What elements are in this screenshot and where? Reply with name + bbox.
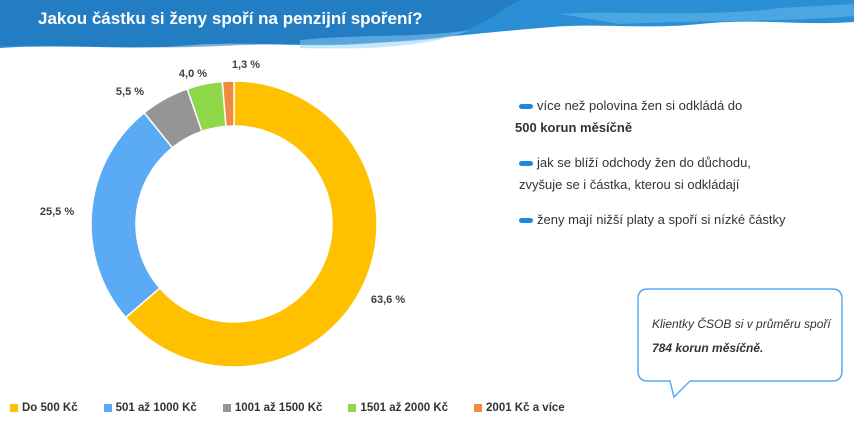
callout-text: Klientky ČSOB si v průměru spoří 784 kor…	[652, 312, 837, 360]
bullet-dash-icon	[519, 104, 533, 109]
legend-item-1: Do 500 Kč	[10, 402, 78, 414]
bullet-item-3: ženy mají nižší platy a spoří si nízké č…	[515, 209, 845, 231]
legend-label: 1501 až 2000 Kč	[360, 402, 449, 414]
bullet-dash-icon	[519, 161, 533, 166]
legend-label: Do 500 Kč	[22, 402, 78, 414]
legend-item-4: 1501 až 2000 Kč	[348, 402, 448, 414]
data-label-2: 25,5 %	[40, 206, 74, 218]
data-label-1: 63,6 %	[371, 294, 405, 306]
legend-swatch	[10, 404, 18, 412]
data-label-5: 1,3 %	[232, 59, 260, 71]
bullet-dash-icon	[519, 218, 533, 223]
legend-item-2: 501 až 1000 Kč	[103, 402, 197, 414]
legend-label: 1001 až 1500 Kč	[234, 402, 323, 414]
pie-slice-1	[124, 80, 378, 368]
legend-item-3: 1001 až 1500 Kč	[222, 402, 323, 414]
legend-item-5: 2001 Kč a více	[474, 402, 565, 414]
legend-swatch	[222, 404, 231, 412]
page-title: Jakou částku si ženy spoří na penzijní s…	[38, 9, 423, 28]
bullet-2-text: jak se blíží odchody žen do důchodu,	[537, 155, 751, 170]
callout-text-bold: 784 korun měsíčně.	[652, 341, 764, 355]
legend-swatch	[348, 404, 357, 412]
callout-text-plain: Klientky ČSOB si v průměru spoří	[652, 317, 831, 331]
bullet-item-1: více než polovina žen si odkládá do 500 …	[515, 95, 845, 139]
bullet-list: více než polovina žen si odkládá do 500 …	[515, 95, 845, 244]
title-banner	[0, 0, 854, 49]
callout-bubble	[637, 288, 843, 399]
chart-legend: Do 500 Kč 501 až 1000 Kč 1001 až 1500 Kč 15…	[10, 402, 591, 414]
bullet-1-text: více než polovina žen si odkládá do	[537, 98, 743, 113]
bullet-3-text: ženy mají nižší platy a spoří si nízké č…	[537, 212, 786, 227]
legend-swatch	[474, 404, 483, 412]
legend-label: 2001 Kč a více	[486, 402, 565, 414]
legend-swatch	[103, 404, 112, 412]
pie-slice-2	[90, 111, 174, 319]
data-label-4: 4,0 %	[179, 68, 207, 80]
bullet-2-text-line2: zvyšuje se i částka, kterou si odkládají	[519, 177, 740, 192]
legend-label: 501 až 1000 Kč	[115, 402, 197, 414]
bullet-1-bold: 500 korun měsíčně	[515, 120, 633, 135]
bullet-item-2: jak se blíží odchody žen do důchodu, zvy…	[515, 152, 845, 196]
data-label-3: 5,5 %	[116, 86, 144, 98]
pie-slice-5	[221, 80, 235, 128]
